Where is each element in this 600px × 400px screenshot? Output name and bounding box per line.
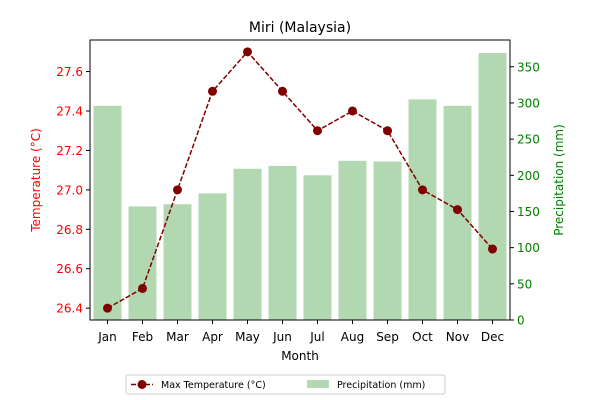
y-left-tick-label: 26.8 xyxy=(56,223,83,237)
legend-label-precipitation: Precipitation (mm) xyxy=(337,380,425,391)
legend: Max Temperature (°C) Precipitation (mm) xyxy=(125,374,446,395)
x-tick-label: Sep xyxy=(376,330,399,344)
y-right-tick-label: 0 xyxy=(517,314,525,328)
temperature-line xyxy=(103,47,497,313)
temperature-point-mar xyxy=(173,185,182,195)
y-axis-right: 0 50 100 150 200 250 300 350 xyxy=(510,60,540,328)
legend-label-temperature: Max Temperature (°C) xyxy=(161,380,266,391)
temperature-point-aug xyxy=(348,106,357,116)
precipitation-bar-jun xyxy=(268,165,297,320)
x-tick-label: Feb xyxy=(132,330,153,344)
x-tick-label: May xyxy=(235,330,260,344)
x-tick-label: Aug xyxy=(341,330,364,344)
temperature-point-jan xyxy=(103,303,112,313)
y-right-tick-label: 350 xyxy=(517,60,540,74)
precipitation-bar-jan xyxy=(93,105,122,321)
temperature-point-sep xyxy=(383,126,392,136)
x-tick-label: Oct xyxy=(412,330,433,344)
legend-box xyxy=(125,374,446,395)
y-right-tick-label: 100 xyxy=(517,241,540,255)
x-tick-label: Apr xyxy=(202,330,223,344)
precipitation-bar-oct xyxy=(408,99,437,321)
y-axis-left-label: Temperature (°C) xyxy=(29,128,43,233)
temperature-point-dec xyxy=(488,244,497,254)
y-right-tick-label: 250 xyxy=(517,133,540,147)
x-tick-label: Nov xyxy=(446,330,469,344)
y-axis-left: 26.4 26.6 26.8 27.0 27.2 27.4 27.6 xyxy=(56,65,90,316)
precipitation-bar-jul xyxy=(303,175,332,320)
y-left-tick-label: 26.6 xyxy=(56,262,83,276)
legend-bar-swatch xyxy=(307,380,329,388)
y-left-tick-label: 27.4 xyxy=(56,104,83,118)
precipitation-bars xyxy=(93,53,507,321)
precipitation-bar-dec xyxy=(478,53,507,320)
precipitation-bar-may xyxy=(233,168,262,320)
x-tick-label: Jul xyxy=(309,330,324,344)
temperature-point-feb xyxy=(138,283,147,293)
temperature-series-line xyxy=(107,50,494,309)
precipitation-bar-apr xyxy=(198,193,227,320)
temperature-point-jun xyxy=(278,86,287,96)
plot-frame xyxy=(89,39,511,321)
y-right-tick-label: 150 xyxy=(517,205,540,219)
y-left-tick-label: 27.0 xyxy=(56,183,83,197)
precipitation-bar-aug xyxy=(338,160,367,320)
chart-title: Miri (Malaysia) xyxy=(249,20,351,36)
x-tick-label: Dec xyxy=(481,330,504,344)
y-right-tick-label: 300 xyxy=(517,96,540,110)
temperature-point-oct xyxy=(418,185,427,195)
x-axis: Jan Feb Mar Apr May Jun Jul Aug Sep Oct Nov Dec xyxy=(97,320,504,344)
y-left-tick-label: 26.4 xyxy=(56,302,83,316)
y-left-tick-label: 27.6 xyxy=(56,65,83,79)
temperature-point-nov xyxy=(453,205,462,215)
x-tick-label: Mar xyxy=(166,330,189,344)
temperature-point-may xyxy=(243,47,252,57)
x-tick-label: Jun xyxy=(272,330,292,344)
temperature-point-apr xyxy=(208,86,217,96)
y-right-tick-label: 50 xyxy=(517,277,532,291)
precipitation-bar-mar xyxy=(163,204,192,320)
y-left-tick-label: 27.2 xyxy=(56,144,83,158)
x-axis-label: Month xyxy=(281,349,319,363)
y-right-tick-label: 200 xyxy=(517,169,540,183)
precipitation-bar-feb xyxy=(128,206,157,320)
precipitation-bar-sep xyxy=(373,161,402,320)
temperature-point-jul xyxy=(313,126,322,136)
x-tick-label: Jan xyxy=(97,330,117,344)
legend-marker-swatch xyxy=(137,380,147,389)
y-axis-right-label: Precipitation (mm) xyxy=(552,124,566,236)
